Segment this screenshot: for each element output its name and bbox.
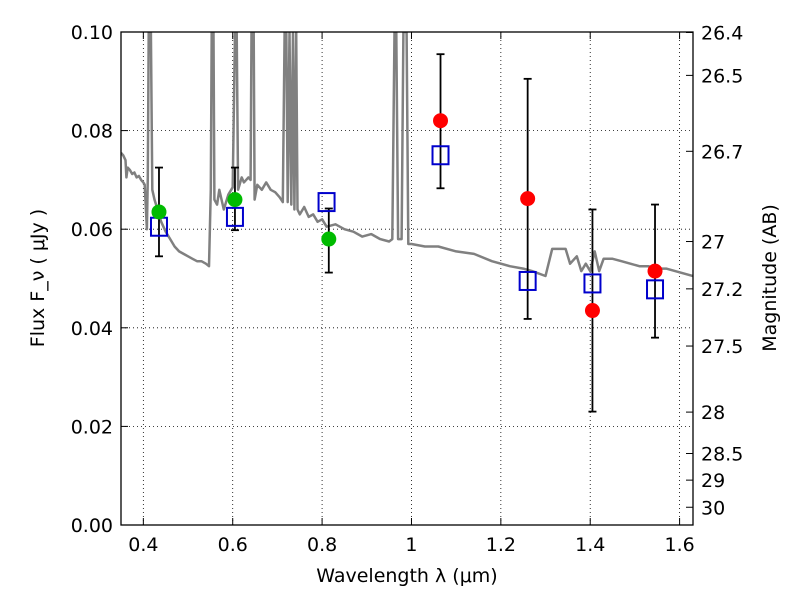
y2-axis-title: Magnitude (AB) (759, 204, 781, 352)
plot-frame (120, 31, 694, 526)
optical-flux-point (227, 192, 243, 208)
y-tick-label: 0.10 (71, 22, 113, 44)
model-flux-square (646, 279, 665, 300)
y-axis-title: Flux F_ν ( μJy ) (27, 209, 49, 347)
nir-flux-point (433, 113, 449, 129)
x-axis-title: Wavelength λ (μm) (316, 565, 497, 587)
model-flux-square (317, 192, 336, 213)
data-layer (121, 32, 693, 278)
model-flux-square (225, 206, 244, 227)
model-flux-square (583, 273, 602, 294)
nir-flux-point (647, 263, 663, 279)
y2-tick-label: 30 (701, 497, 725, 519)
y2-tick-label: 27.5 (701, 336, 743, 358)
y2-tick-label: 28 (701, 402, 725, 424)
x-tick-label: 1.6 (664, 534, 694, 556)
ticks: 0.4 0.6 0.8 1 1.2 1.4 1.6 0.00 0.02 0.04 0.06 0.08 0… (71, 22, 744, 556)
model-flux-square (431, 145, 450, 166)
markers (149, 113, 665, 319)
y2-tick-label: 27.2 (701, 279, 743, 301)
x-tick-label: 0.6 (218, 534, 248, 556)
optical-flux-point (151, 204, 167, 220)
y-tick-label: 0.02 (71, 416, 113, 438)
model-spectrum-line (121, 32, 693, 278)
nir-flux-point (584, 303, 600, 319)
y-tick-label: 0.04 (71, 318, 113, 340)
nir-flux-point (520, 191, 536, 207)
x-tick-label: 1.2 (486, 534, 516, 556)
x-tick-label: 1 (405, 534, 417, 556)
x-tick-label: 0.4 (128, 534, 158, 556)
y-tick-label: 0.00 (71, 515, 113, 537)
x-tick-label: 0.8 (307, 534, 337, 556)
y2-tick-label: 26.4 (701, 22, 743, 44)
y2-tick-label: 27 (701, 232, 725, 254)
optical-flux-point (321, 231, 337, 247)
y2-tick-label: 26.5 (701, 65, 743, 87)
y-tick-label: 0.08 (71, 121, 113, 143)
y2-tick-label: 26.7 (701, 141, 743, 163)
y-tick-label: 0.06 (71, 219, 113, 241)
y2-tick-label: 28.5 (701, 444, 743, 466)
y2-tick-label: 29 (701, 470, 725, 492)
model-flux-square (518, 270, 537, 291)
x-tick-label: 1.4 (575, 534, 605, 556)
